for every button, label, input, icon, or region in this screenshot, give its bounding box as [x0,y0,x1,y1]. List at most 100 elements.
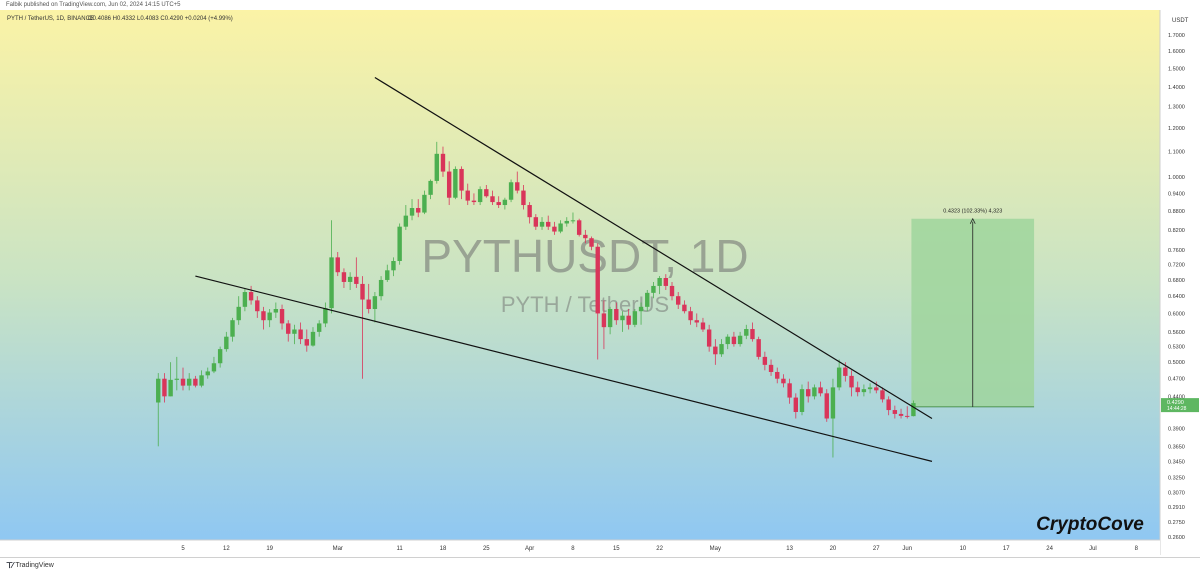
candle-body [298,329,303,340]
candle-body [261,311,266,321]
candle-body [861,389,867,393]
price-axis-unit: USDT [1172,18,1189,24]
time-tick-label: 8 [571,546,575,552]
price-tick-label: 0.3070 [1168,491,1185,497]
price-tick-label: 0.4700 [1168,377,1185,383]
candle-body [855,387,860,393]
candle-body [762,356,768,365]
candle-body [694,320,699,323]
candle-body [552,226,557,232]
candle-body [620,315,625,321]
candle-body [347,276,353,282]
candle-body [477,189,483,203]
time-tick-label: Jul [1089,546,1097,552]
candle-body [546,221,551,227]
price-tick-label: 0.7200 [1168,263,1185,269]
candle-body [911,403,916,417]
candle-body [793,397,799,412]
candle-body [168,379,173,397]
candle-body [490,196,495,203]
candle-body [781,378,786,384]
candle-body [719,344,724,355]
last-price-label: 0.4290 [1167,400,1184,406]
candle-body [286,323,291,334]
candle-body [422,194,427,213]
price-tick-label: 0.7600 [1168,248,1185,254]
candle-body [564,220,569,224]
candle-body [805,389,811,397]
candle-body [193,378,198,386]
candle-body [162,378,167,397]
time-tick-label: 19 [266,546,273,552]
time-tick-label: Mar [333,546,343,552]
candle-body [521,190,526,206]
candle-body [787,383,792,398]
price-chart[interactable]: PYTH / TetherUS, 1D, BINANCE O0.4086 H0.… [0,10,1200,555]
candle-body [434,153,439,181]
target-arrow-head [969,217,976,224]
time-tick-label: 8 [1135,546,1139,552]
candle-body [156,378,161,403]
price-tick-label: 0.5300 [1168,345,1185,351]
time-tick-label: 10 [960,546,967,552]
candle-body [576,220,582,235]
candle-body [570,220,576,222]
candle-body [236,306,241,321]
tradingview-logo-icon: ⊤⁄ [6,561,13,570]
time-tick-label: 27 [873,546,880,552]
candle-body [459,168,464,191]
time-tick-label: May [710,546,721,552]
candle-body [539,221,545,227]
candle-body [496,202,501,206]
candle-body [440,153,446,172]
candle-body [898,413,904,416]
chart-legend-ohlc: O0.4086 H0.4332 L0.4083 C0.4290 +0.0204 … [88,16,233,22]
candle-body [211,363,217,372]
candle-body [614,309,619,321]
price-tick-label: 0.2600 [1168,535,1185,541]
candle-body [248,292,254,301]
candle-body [502,199,508,206]
candle-body [905,415,910,417]
price-tick-label: 1.5000 [1168,66,1185,72]
candle-body [638,306,644,312]
candle-body [372,296,378,310]
candle-body [527,205,532,218]
price-tick-label: 1.1000 [1168,149,1185,155]
candle-body [645,292,650,307]
candle-body [558,223,563,232]
time-tick-label: 11 [397,546,404,552]
candle-body [428,180,433,195]
trendline-lower-support [195,275,933,462]
candle-body [830,387,836,419]
candle-body [836,367,842,388]
candle-body [273,309,279,313]
candle-body [230,320,235,337]
candle-body [632,311,638,325]
candle-body [713,346,718,355]
candle-body [416,208,421,213]
candle-body [186,378,192,386]
candle-body [341,272,347,282]
candle-body [663,278,669,286]
candle-body [354,276,359,284]
candle-body [657,278,662,286]
price-tick-label: 0.3250 [1168,475,1185,481]
candle-body [205,371,210,376]
time-tick-label: 15 [613,546,620,552]
candle-body [737,335,743,345]
time-tick-label: 25 [483,546,490,552]
candle-body [651,285,656,293]
price-tick-label: 1.7000 [1168,33,1185,39]
candle-body [744,329,749,336]
price-tick-label: 0.6800 [1168,278,1185,284]
watermark-pair: PYTH / TetherUS [501,292,669,317]
candle-body [446,171,452,198]
candle-body [706,329,712,347]
published-header: Falbik published on TradingView.com, Jun… [0,0,1200,10]
time-axis: 5 12 19 Mar 11 18 25 Apr 8 15 22 May 13 20 27 Jun 10 17 24… [181,546,1138,552]
price-tick-label: 1.3000 [1168,105,1185,111]
price-tick-label: 0.2910 [1168,505,1185,511]
price-tick-label: 0.3900 [1168,427,1185,433]
price-tick-label: 0.8200 [1168,228,1185,234]
